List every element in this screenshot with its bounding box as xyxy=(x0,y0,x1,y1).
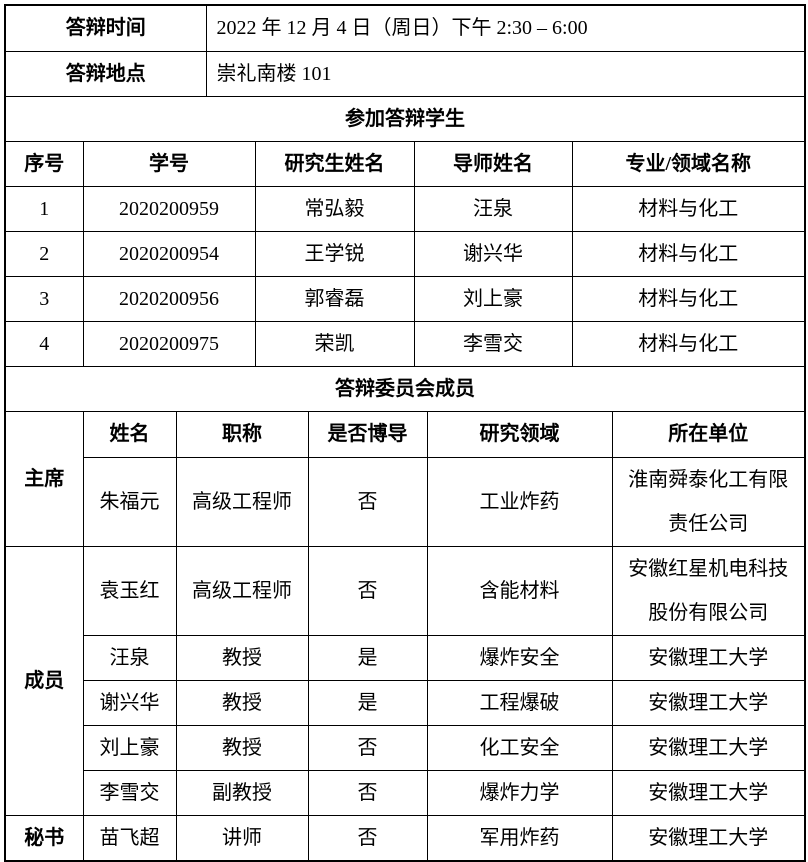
cell: 荣凯 xyxy=(254,321,415,367)
cell: 淮南舜泰化工有限责任公司 xyxy=(611,456,804,547)
cell: 3 xyxy=(6,276,84,322)
cell: 工程爆破 xyxy=(426,679,613,726)
cell: 高级工程师 xyxy=(175,456,309,547)
header-cell: 序号 xyxy=(6,141,84,187)
defense-table: 答辩时间 2022 年 12 月 4 日（周日）下午 2:30 – 6:00 答辩… xyxy=(4,4,806,862)
cell: 副教授 xyxy=(175,769,309,816)
header-cell: 学号 xyxy=(82,141,256,187)
cell: 材料与化工 xyxy=(571,186,804,232)
cell: 安徽红星机电科技股份有限公司 xyxy=(611,545,804,636)
cell: 4 xyxy=(6,321,84,367)
cell: 化工安全 xyxy=(426,724,613,771)
cell: 朱福元 xyxy=(83,456,177,547)
cell: 军用炸药 xyxy=(426,814,613,860)
cell: 2020200959 xyxy=(82,186,256,232)
cell: 否 xyxy=(307,769,428,816)
cell: 苗飞超 xyxy=(82,814,177,860)
cell: 否 xyxy=(307,814,428,860)
role-secretary: 秘书 xyxy=(6,814,84,860)
info-table: 答辩时间 2022 年 12 月 4 日（周日）下午 2:30 – 6:00 答辩… xyxy=(6,6,804,142)
cell: 2020200956 xyxy=(82,276,256,322)
header-cell: 导师姓名 xyxy=(413,141,573,187)
table-row: 3 2020200956 郭睿磊 刘上豪 材料与化工 xyxy=(6,276,804,322)
cell: 李雪交 xyxy=(413,321,573,367)
cell: 材料与化工 xyxy=(571,276,804,322)
committee-table: 主席 姓名 职称 是否博导 研究领域 所在单位 朱福元 高级工程师否工业炸药 淮南舜… xyxy=(6,412,804,860)
cell: 郭睿磊 xyxy=(254,276,415,322)
cell: 安徽理工大学 xyxy=(611,769,804,816)
header-cell: 是否博导 xyxy=(307,412,428,458)
committee-section-title: 答辩委员会成员 xyxy=(6,366,804,412)
cell: 李雪交 xyxy=(83,769,177,816)
cell: 刘上豪 xyxy=(413,276,573,322)
header-cell: 研究领域 xyxy=(426,412,613,458)
table-row: 李雪交 副教授否爆炸力学 安徽理工大学 xyxy=(6,769,804,816)
cell: 汪泉 xyxy=(413,186,573,232)
cell: 常弘毅 xyxy=(254,186,415,232)
place-label: 答辩地点 xyxy=(6,50,207,97)
students-header-row: 序号 学号 研究生姓名 导师姓名 专业/领域名称 xyxy=(6,141,804,187)
committee-header-row: 主席 姓名 职称 是否博导 研究领域 所在单位 xyxy=(6,412,804,547)
cell: 袁玉红 xyxy=(82,545,177,636)
header-cell: 研究生姓名 xyxy=(254,141,415,187)
cell: 含能材料 xyxy=(426,545,613,636)
cell: 是 xyxy=(307,679,428,726)
students-section-title: 参加答辩学生 xyxy=(6,95,804,142)
cell: 王学锐 xyxy=(254,231,415,277)
cell: 安徽理工大学 xyxy=(611,724,804,771)
cell: 爆炸力学 xyxy=(426,769,613,816)
cell: 是 xyxy=(307,634,428,681)
header-cell: 姓名 xyxy=(82,412,177,458)
cell: 工业炸药 xyxy=(426,456,613,547)
cell: 谢兴华 xyxy=(413,231,573,277)
cell: 否 xyxy=(307,724,428,771)
cell: 教授 xyxy=(175,634,309,681)
header-cell: 专业/领域名称 xyxy=(571,141,804,187)
table-row: 汪泉 教授是爆炸安全 安徽理工大学 xyxy=(6,634,804,681)
cell: 材料与化工 xyxy=(571,231,804,277)
cell: 材料与化工 xyxy=(571,321,804,367)
table-row: 4 2020200975 荣凯 李雪交 材料与化工 xyxy=(6,321,804,367)
role-members: 成员 xyxy=(6,545,84,816)
table-row: 1 2020200959 常弘毅 汪泉 材料与化工 xyxy=(6,186,804,232)
time-value: 2022 年 12 月 4 日（周日）下午 2:30 – 6:00 xyxy=(205,6,804,52)
cell: 2 xyxy=(6,231,84,277)
cell: 爆炸安全 xyxy=(426,634,613,681)
cell: 安徽理工大学 xyxy=(611,634,804,681)
cell: 否 xyxy=(307,456,428,547)
table-row: 秘书 苗飞超 讲师否军用炸药 安徽理工大学 xyxy=(6,814,804,860)
table-row: 朱福元 高级工程师否工业炸药 淮南舜泰化工有限责任公司 xyxy=(6,456,804,547)
role-chair: 主席 xyxy=(6,412,84,547)
place-value: 崇礼南楼 101 xyxy=(205,50,804,97)
cell: 教授 xyxy=(175,724,309,771)
header-cell: 所在单位 xyxy=(611,412,804,458)
cell: 教授 xyxy=(175,679,309,726)
cell: 1 xyxy=(6,186,84,232)
cell: 2020200954 xyxy=(82,231,256,277)
cell: 高级工程师 xyxy=(175,545,309,636)
table-row: 谢兴华 教授是工程爆破 安徽理工大学 xyxy=(6,679,804,726)
header-cell: 职称 xyxy=(175,412,309,458)
students-table: 序号 学号 研究生姓名 导师姓名 专业/领域名称 1 2020200959 常弘毅汪… xyxy=(6,141,804,412)
cell: 2020200975 xyxy=(82,321,256,367)
cell: 汪泉 xyxy=(83,634,177,681)
cell: 安徽理工大学 xyxy=(611,814,804,860)
table-row: 成员 袁玉红 高级工程师否含能材料 安徽红星机电科技股份有限公司 xyxy=(6,545,804,816)
table-row: 2 2020200954 王学锐 谢兴华 材料与化工 xyxy=(6,231,804,277)
time-label: 答辩时间 xyxy=(6,6,207,52)
cell: 否 xyxy=(307,545,428,636)
cell: 谢兴华 xyxy=(83,679,177,726)
cell: 刘上豪 xyxy=(83,724,177,771)
cell: 安徽理工大学 xyxy=(611,679,804,726)
table-row: 刘上豪 教授否化工安全 安徽理工大学 xyxy=(6,724,804,771)
cell: 讲师 xyxy=(175,814,309,860)
